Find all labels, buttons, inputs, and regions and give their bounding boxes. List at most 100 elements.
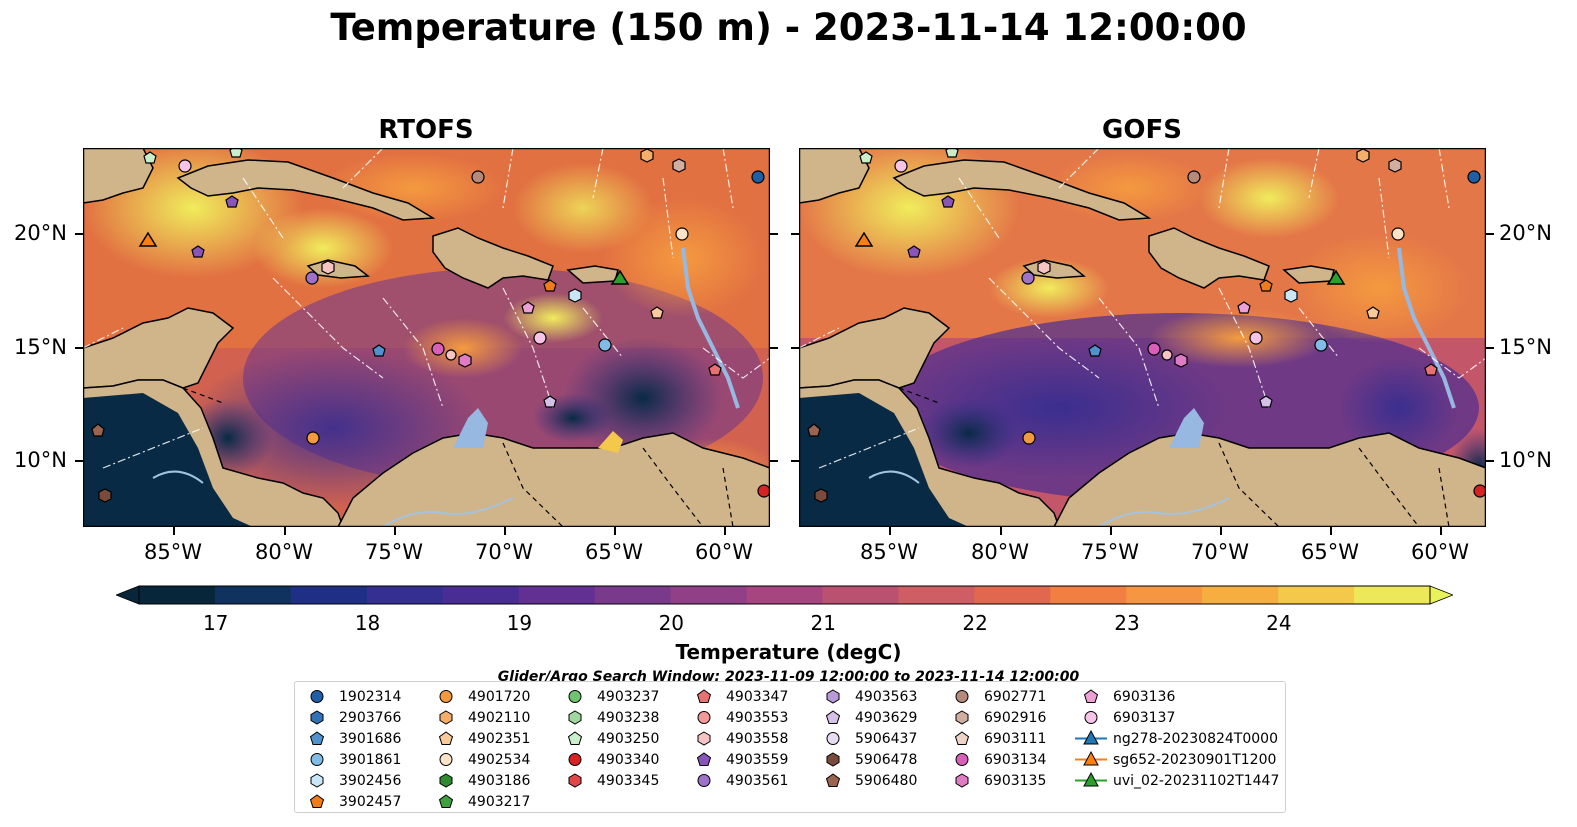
ytick-label: 15°N bbox=[1499, 335, 1552, 359]
hexagon-marker-icon bbox=[428, 707, 464, 728]
ytick-label: 10°N bbox=[1499, 448, 1552, 472]
legend-entry: 6903137 bbox=[1073, 707, 1279, 728]
legend-entry: 4903238 bbox=[557, 707, 659, 728]
ytick-label: 20°N bbox=[1499, 221, 1552, 245]
colorbar-segment bbox=[214, 586, 292, 604]
triangle-line-marker-icon bbox=[1073, 749, 1109, 770]
legend-entry: 4902110 bbox=[428, 707, 530, 728]
map-rtofs bbox=[83, 148, 770, 527]
legend-entry: 4903250 bbox=[557, 728, 659, 749]
colorbar-segment bbox=[746, 586, 823, 604]
legend-entry: 4903559 bbox=[686, 749, 788, 770]
triangle-line-marker-icon bbox=[1073, 728, 1109, 749]
colorbar-tick-label: 20 bbox=[658, 611, 685, 635]
legend-label: 4903238 bbox=[597, 709, 660, 726]
panel-title-gofs: GOFS bbox=[1102, 115, 1182, 145]
hexagon-marker-icon bbox=[557, 770, 593, 791]
xtick-label: 85°W bbox=[860, 540, 918, 564]
xtick-label: 70°W bbox=[475, 540, 533, 564]
ytick-label: 15°N bbox=[14, 335, 67, 359]
colorbar bbox=[116, 585, 1453, 605]
legend-label: 4903561 bbox=[726, 772, 789, 789]
pentagon-marker-icon bbox=[299, 728, 335, 749]
legend-entry: 6902916 bbox=[944, 707, 1046, 728]
legend-column: 4903347 4903553 4903558 4903559 4903561 bbox=[686, 686, 788, 791]
colorbar-extend-low bbox=[116, 585, 140, 605]
legend-label: uvi_02-20231102T1447 bbox=[1113, 772, 1280, 789]
hexagon-marker-icon bbox=[944, 707, 980, 728]
pentagon-marker-icon bbox=[686, 749, 722, 770]
legend-label: ng278-20230824T0000 bbox=[1113, 730, 1278, 747]
colorbar-tick-label: 18 bbox=[354, 611, 381, 635]
legend-column: 6903136 6903137 ng278-20230824T0000 sg652-2… bbox=[1073, 686, 1279, 791]
ytick-label: 20°N bbox=[14, 221, 67, 245]
colorbar-segment bbox=[442, 586, 520, 604]
circle-marker-icon bbox=[944, 749, 980, 770]
legend-label: 5906437 bbox=[855, 730, 918, 747]
legend-label: sg652-20230901T1200 bbox=[1113, 751, 1277, 768]
legend-entry: 4903237 bbox=[557, 686, 659, 707]
legend-label: 1902314 bbox=[339, 688, 402, 705]
pentagon-marker-icon bbox=[815, 770, 851, 791]
legend-label: 4903563 bbox=[855, 688, 918, 705]
legend-label: 6903136 bbox=[1113, 688, 1176, 705]
colorbar-tick-label: 24 bbox=[1266, 611, 1292, 635]
legend-entry: 2903766 bbox=[299, 707, 401, 728]
hexagon-marker-icon bbox=[557, 707, 593, 728]
legend-entry: 5906478 bbox=[815, 749, 917, 770]
legend-column: 4901720 4902110 4902351 4902534 4903186 49032… bbox=[428, 686, 530, 812]
legend-label: 4902351 bbox=[468, 730, 531, 747]
xtick-label: 65°W bbox=[1301, 540, 1359, 564]
pentagon-marker-icon bbox=[815, 707, 851, 728]
circle-marker-icon bbox=[944, 686, 980, 707]
legend-entry: 6902771 bbox=[944, 686, 1046, 707]
legend-column: 6902771 6902916 6903111 6903134 6903135 bbox=[944, 686, 1046, 791]
pentagon-marker-icon bbox=[944, 728, 980, 749]
legend-label: 2903766 bbox=[339, 709, 402, 726]
pentagon-marker-icon bbox=[428, 791, 464, 812]
legend-label: 4903558 bbox=[726, 730, 789, 747]
legend-label: 4903559 bbox=[726, 751, 789, 768]
pentagon-marker-icon bbox=[686, 686, 722, 707]
colorbar-segment bbox=[822, 586, 899, 604]
legend-label: 6903134 bbox=[984, 751, 1047, 768]
main-title: Temperature (150 m) - 2023-11-14 12:00:0… bbox=[330, 6, 1247, 49]
colorbar-segment bbox=[290, 586, 368, 604]
xtick-label: 60°W bbox=[695, 540, 753, 564]
hexagon-marker-icon bbox=[299, 770, 335, 791]
legend-label: 4901720 bbox=[468, 688, 531, 705]
legend-label: 3902457 bbox=[339, 793, 402, 810]
colorbar-extend-high bbox=[1429, 585, 1453, 605]
legend-column: 1902314 2903766 3901686 3901861 3902456 39024… bbox=[299, 686, 401, 812]
hexagon-marker-icon bbox=[815, 686, 851, 707]
legend-label: 6902771 bbox=[984, 688, 1047, 705]
legend-entry: 4903345 bbox=[557, 770, 659, 791]
legend-entry: 3902457 bbox=[299, 791, 401, 812]
legend-label: 4903553 bbox=[726, 709, 789, 726]
xtick-label: 60°W bbox=[1411, 540, 1469, 564]
colorbar-segment bbox=[1050, 586, 1127, 604]
legend-entry: 5906437 bbox=[815, 728, 917, 749]
circle-marker-icon bbox=[299, 749, 335, 770]
hexagon-marker-icon bbox=[944, 770, 980, 791]
legend-column: 4903563 4903629 5906437 5906478 5906480 bbox=[815, 686, 917, 791]
colorbar-segment bbox=[1354, 586, 1431, 604]
circle-marker-icon bbox=[557, 749, 593, 770]
legend-label: 4903629 bbox=[855, 709, 918, 726]
legend-entry: 4903561 bbox=[686, 770, 788, 791]
legend-entry: 4903558 bbox=[686, 728, 788, 749]
legend-entry: uvi_02-20231102T1447 bbox=[1073, 770, 1279, 791]
legend-label: 6903111 bbox=[984, 730, 1047, 747]
legend-entry: 6903135 bbox=[944, 770, 1046, 791]
circle-marker-icon bbox=[815, 728, 851, 749]
legend-entry: 6903111 bbox=[944, 728, 1046, 749]
colorbar-segment bbox=[1126, 586, 1203, 604]
legend-entry: sg652-20230901T1200 bbox=[1073, 749, 1279, 770]
circle-marker-icon bbox=[686, 770, 722, 791]
legend-entry: 4902351 bbox=[428, 728, 530, 749]
legend-label: 4903217 bbox=[468, 793, 531, 810]
legend-entry: 3902456 bbox=[299, 770, 401, 791]
legend-entry: 5906480 bbox=[815, 770, 917, 791]
pentagon-marker-icon bbox=[299, 791, 335, 812]
legend-label: 3901686 bbox=[339, 730, 402, 747]
